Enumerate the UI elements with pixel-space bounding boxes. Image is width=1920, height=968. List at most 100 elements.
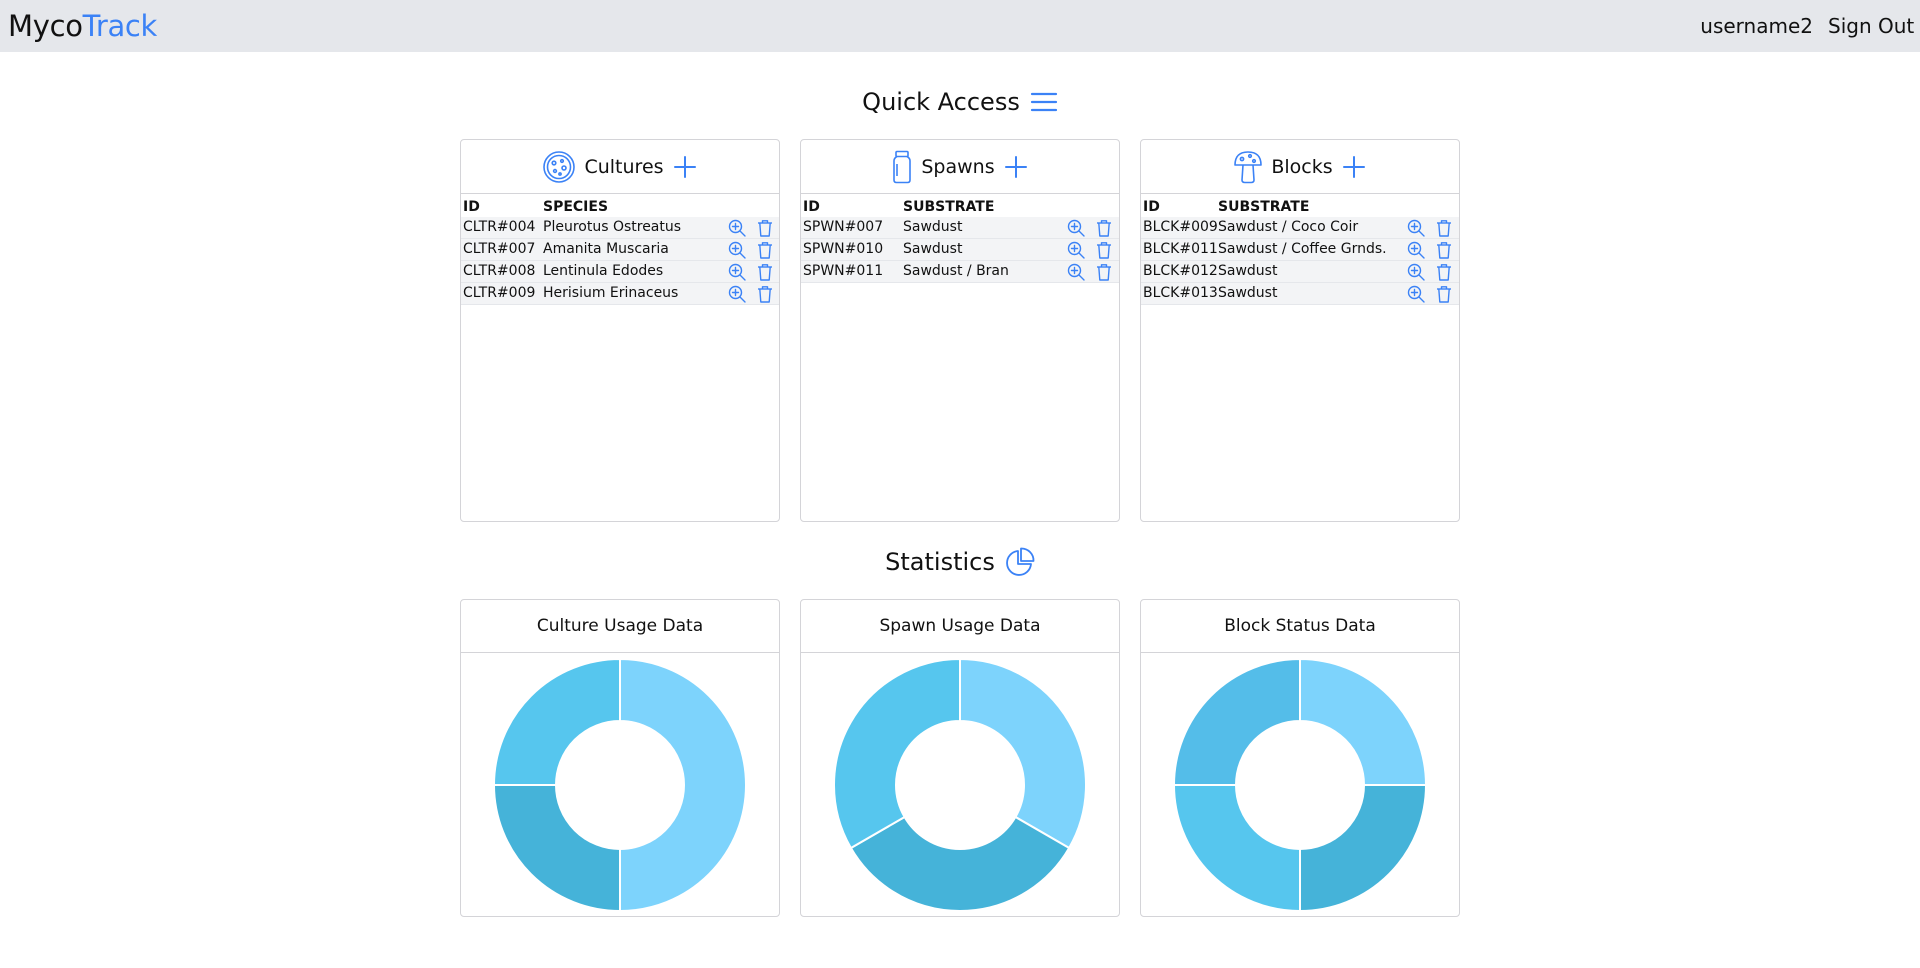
blocks-card-header: Blocks [1141, 140, 1459, 194]
trash-icon[interactable] [1095, 263, 1113, 281]
spawns-card-header: Spawns [801, 140, 1119, 194]
donut-slice[interactable] [492, 784, 621, 913]
row-id: BLCK#013 [1143, 285, 1218, 301]
table-row[interactable]: SPWN#010 Sawdust [801, 239, 1119, 261]
row-species: Herisium Erinaceus [543, 285, 679, 301]
row-id: BLCK#009 [1143, 219, 1218, 235]
view-icon[interactable] [1407, 263, 1425, 281]
cultures-card: Cultures ID SPECIES CLTR#004 Pleurotus O… [460, 139, 780, 522]
table-row[interactable]: SPWN#011 Sawdust / Bran [801, 261, 1119, 283]
menu-icon[interactable] [1030, 90, 1058, 114]
trash-icon[interactable] [1095, 219, 1113, 237]
column-header-id: ID [463, 199, 480, 215]
spawns-card-title: Spawns [921, 155, 995, 178]
row-substrate: Sawdust / Bran [903, 263, 1009, 279]
donut-slice[interactable] [492, 657, 621, 786]
blocks-card-title: Blocks [1271, 155, 1333, 178]
trash-icon[interactable] [1435, 285, 1453, 303]
column-header-substrate: SUBSTRATE [903, 199, 995, 215]
block-status-card: Block Status Data [1140, 599, 1460, 917]
row-id: CLTR#007 [463, 241, 536, 257]
view-icon[interactable] [1407, 219, 1425, 237]
table-row[interactable]: CLTR#009 Herisium Erinaceus [461, 283, 779, 305]
trash-icon[interactable] [1435, 241, 1453, 259]
trash-icon[interactable] [1435, 263, 1453, 281]
add-block-icon[interactable] [1341, 154, 1367, 180]
cultures-card-header: Cultures [461, 140, 779, 194]
navbar: MycoTrack username2 Sign Out [0, 0, 1920, 52]
culture-usage-title: Culture Usage Data [461, 600, 779, 653]
column-header-substrate: SUBSTRATE [1218, 199, 1310, 215]
trash-icon[interactable] [756, 241, 774, 259]
view-icon[interactable] [1407, 241, 1425, 259]
row-id: CLTR#008 [463, 263, 536, 279]
petri-dish-icon [542, 150, 576, 184]
row-substrate: Sawdust [903, 219, 963, 235]
donut-slice[interactable] [833, 657, 961, 850]
row-substrate: Sawdust [1218, 263, 1278, 279]
column-header-species: SPECIES [543, 199, 609, 215]
view-icon[interactable] [728, 285, 746, 303]
row-substrate: Sawdust / Coffee Grnds. [1218, 241, 1387, 257]
culture-usage-card: Culture Usage Data [460, 599, 780, 917]
add-spawn-icon[interactable] [1003, 154, 1029, 180]
view-icon[interactable] [728, 241, 746, 259]
view-icon[interactable] [1067, 219, 1085, 237]
brand-logo[interactable]: MycoTrack [8, 7, 157, 45]
row-id: SPWN#010 [803, 241, 884, 257]
row-id: CLTR#009 [463, 285, 536, 301]
sign-out-link[interactable]: Sign Out [1828, 14, 1915, 38]
row-id: BLCK#012 [1143, 263, 1218, 279]
donut-slice[interactable] [1172, 784, 1301, 913]
trash-icon[interactable] [756, 219, 774, 237]
trash-icon[interactable] [1095, 241, 1113, 259]
table-row[interactable]: BLCK#011 Sawdust / Coffee Grnds. [1141, 239, 1459, 261]
view-icon[interactable] [728, 263, 746, 281]
row-substrate: Sawdust / Coco Coir [1218, 219, 1359, 235]
view-icon[interactable] [1407, 285, 1425, 303]
add-culture-icon[interactable] [672, 154, 698, 180]
donut-slice[interactable] [1299, 657, 1428, 786]
quick-access-heading: Quick Access [0, 86, 1920, 118]
row-id: CLTR#004 [463, 219, 536, 235]
donut-slice[interactable] [959, 657, 1087, 850]
row-id: SPWN#011 [803, 263, 884, 279]
column-header-id: ID [803, 199, 820, 215]
row-species: Lentinula Edodes [543, 263, 664, 279]
cultures-card-title: Cultures [584, 155, 664, 178]
row-species: Amanita Muscaria [543, 241, 669, 257]
donut-slice[interactable] [1299, 784, 1428, 913]
trash-icon[interactable] [756, 285, 774, 303]
row-substrate: Sawdust [1218, 285, 1278, 301]
table-row[interactable]: BLCK#009 Sawdust / Coco Coir [1141, 217, 1459, 239]
spawns-card: Spawns ID SUBSTRATE SPWN#007 Sawdust SPW… [800, 139, 1120, 522]
table-row[interactable]: CLTR#008 Lentinula Edodes [461, 261, 779, 283]
table-row[interactable]: CLTR#004 Pleurotus Ostreatus [461, 217, 779, 239]
spawn-usage-title: Spawn Usage Data [801, 600, 1119, 653]
donut-slice[interactable] [1172, 657, 1301, 786]
brand-text-track: Track [82, 9, 158, 43]
jar-icon [891, 150, 913, 184]
view-icon[interactable] [728, 219, 746, 237]
donut-slice[interactable] [849, 815, 1071, 912]
table-row[interactable]: CLTR#007 Amanita Muscaria [461, 239, 779, 261]
table-row[interactable]: SPWN#007 Sawdust [801, 217, 1119, 239]
row-id: BLCK#011 [1143, 241, 1218, 257]
username-link[interactable]: username2 [1700, 14, 1813, 38]
table-row[interactable]: BLCK#012 Sawdust [1141, 261, 1459, 283]
statistics-heading: Statistics [0, 546, 1920, 578]
donut-slice[interactable] [619, 657, 747, 913]
block-status-title: Block Status Data [1141, 600, 1459, 653]
trash-icon[interactable] [756, 263, 774, 281]
table-row[interactable]: BLCK#013 Sawdust [1141, 283, 1459, 305]
trash-icon[interactable] [1435, 219, 1453, 237]
quick-access-title: Quick Access [862, 88, 1020, 116]
view-icon[interactable] [1067, 263, 1085, 281]
mushroom-icon [1233, 150, 1263, 184]
view-icon[interactable] [1067, 241, 1085, 259]
pie-chart-icon[interactable] [1005, 547, 1035, 577]
block-status-donut-chart [1172, 657, 1428, 913]
brand-text-myco: Myco [8, 9, 83, 43]
row-substrate: Sawdust [903, 241, 963, 257]
culture-usage-donut-chart [492, 657, 747, 913]
